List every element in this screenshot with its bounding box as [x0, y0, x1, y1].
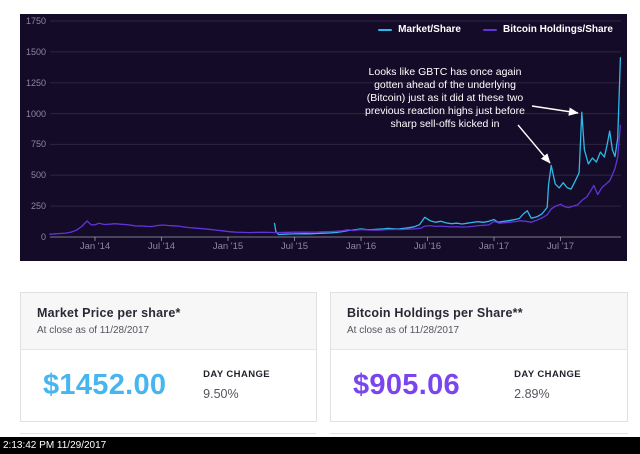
market-price-card: Market Price per share* At close as of 1…: [20, 292, 317, 422]
holdings-day-change-label: DAY CHANGE: [514, 369, 581, 380]
y-axis-tick-label: 500: [30, 170, 46, 181]
market-price-card-header: Market Price per share* At close as of 1…: [21, 293, 316, 350]
market-price-card-body: $1452.00 DAY CHANGE 9.50%: [21, 350, 316, 420]
market-price-title: Market Price per share*: [37, 306, 181, 320]
market-price-subtitle: At close as of 11/28/2017: [37, 325, 150, 336]
legend-item[interactable]: Bitcoin Holdings/Share: [482, 24, 613, 35]
market-day-change-value: 9.50%: [203, 387, 239, 401]
price-chart-panel: Market/Share Bitcoin Holdings/Share Looks…: [20, 14, 627, 261]
legend-label: Bitcoin Holdings/Share: [502, 24, 613, 35]
bitcoin-holdings-card: Bitcoin Holdings per Share** At close as…: [330, 292, 628, 422]
x-axis-tick-label: Jan '14: [79, 241, 111, 252]
holdings-day-change-block: DAY CHANGE 2.89%: [514, 369, 581, 401]
y-axis-tick-label: 750: [30, 139, 46, 150]
chart-plot-area[interactable]: [20, 14, 627, 261]
chart-annotation-text: Looks like GBTC has once again gotten ah…: [365, 66, 525, 130]
bitcoin-holdings-value: $905.06: [353, 368, 460, 401]
legend-label: Market/Share: [398, 24, 461, 35]
legend-dash-icon: [482, 28, 497, 31]
y-axis-tick-label: 0: [40, 232, 46, 242]
x-axis-tick-label: Jul '16: [413, 241, 442, 252]
bitcoin-holdings-card-header: Bitcoin Holdings per Share** At close as…: [331, 293, 627, 350]
annotation-arrow: [517, 124, 551, 164]
x-axis-tick-label: Jul '15: [280, 241, 309, 252]
market-day-change-block: DAY CHANGE 9.50%: [203, 369, 270, 401]
x-axis-tick-label: Jul '17: [546, 241, 575, 252]
y-axis-tick-label: 250: [30, 201, 46, 212]
market-price-value: $1452.00: [43, 368, 167, 401]
left-column-divider: [20, 433, 316, 434]
y-axis-tick-label: 1500: [25, 46, 46, 57]
x-axis-tick-label: Jul '14: [147, 241, 176, 252]
legend-item[interactable]: Market/Share: [378, 24, 461, 35]
holdings-day-change-value: 2.89%: [514, 387, 550, 401]
right-column-divider: [330, 433, 628, 434]
y-axis-tick-label: 1750: [25, 16, 46, 26]
bitcoin-holdings-title: Bitcoin Holdings per Share**: [347, 306, 523, 320]
x-axis-tick-label: Jan '16: [345, 241, 377, 252]
bitcoin-holdings-subtitle: At close as of 11/28/2017: [347, 325, 460, 336]
bitcoin-holdings-card-body: $905.06 DAY CHANGE 2.89%: [331, 350, 627, 420]
status-bar-timestamp: 2:13:42 PM 11/29/2017: [3, 440, 107, 451]
annotation-arrow: [531, 105, 579, 116]
series-line: [273, 57, 622, 236]
chart-legend: Market/Share Bitcoin Holdings/Share: [378, 24, 613, 35]
series-line: [49, 124, 622, 235]
status-bar: 2:13:42 PM 11/29/2017: [0, 437, 640, 454]
y-axis-tick-label: 1000: [25, 108, 46, 119]
x-axis-tick-label: Jan '15: [212, 241, 244, 252]
y-axis-tick-label: 1250: [25, 77, 46, 88]
x-axis-tick-label: Jan '17: [478, 241, 510, 252]
legend-dash-icon: [378, 28, 393, 31]
market-day-change-label: DAY CHANGE: [203, 369, 270, 380]
